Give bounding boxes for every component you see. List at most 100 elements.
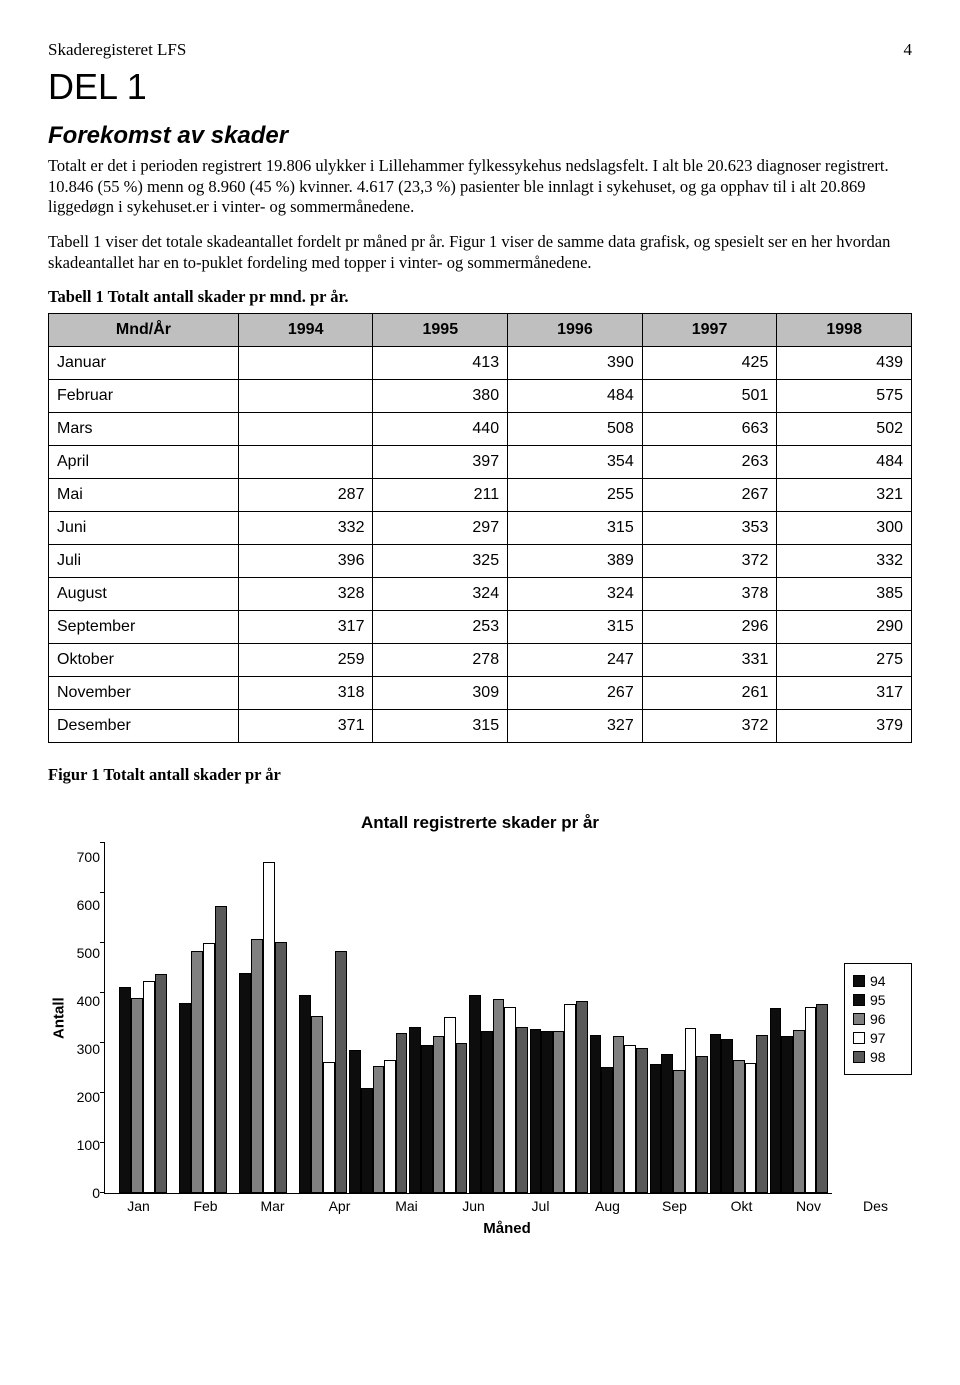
data-cell: 296 <box>642 611 777 644</box>
data-cell: 309 <box>373 677 508 710</box>
y-tick-label: 700 <box>68 850 100 864</box>
data-cell: 380 <box>373 380 508 413</box>
data-cell: 484 <box>508 380 643 413</box>
data-cell: 501 <box>642 380 777 413</box>
legend-swatch <box>853 1013 865 1025</box>
plot-area <box>104 843 832 1194</box>
row-label-cell: November <box>49 677 239 710</box>
data-cell: 324 <box>373 578 508 611</box>
bar-group <box>409 843 467 1193</box>
data-cell: 372 <box>642 545 777 578</box>
legend-label: 94 <box>870 973 886 989</box>
bar <box>685 1028 697 1194</box>
table-row: Mars440508663502 <box>49 413 912 446</box>
data-cell: 439 <box>777 347 912 380</box>
y-axis-ticks: 0100200300400500600700 <box>68 843 104 1193</box>
bar <box>215 906 227 1194</box>
table-row: April397354263484 <box>49 446 912 479</box>
bar <box>590 1035 602 1194</box>
data-cell: 575 <box>777 380 912 413</box>
data-cell: 440 <box>373 413 508 446</box>
data-cell: 663 <box>642 413 777 446</box>
data-cell: 372 <box>642 710 777 743</box>
row-label-cell: September <box>49 611 239 644</box>
x-tick-label: Jul <box>508 1198 573 1214</box>
row-label-cell: April <box>49 446 239 479</box>
del1-heading: DEL 1 <box>48 66 912 108</box>
bar-group <box>650 843 708 1193</box>
table-header-row: Mnd/År19941995199619971998 <box>49 314 912 347</box>
table-caption: Tabell 1 Totalt antall skader pr mnd. pr… <box>48 287 912 307</box>
legend-label: 98 <box>870 1049 886 1065</box>
page-number: 4 <box>904 40 913 60</box>
bar <box>299 995 311 1194</box>
data-cell: 263 <box>642 446 777 479</box>
bar <box>530 1029 542 1193</box>
x-tick-label: Jun <box>441 1198 506 1214</box>
bar-group <box>710 843 768 1193</box>
legend-item: 94 <box>853 973 903 989</box>
data-cell: 332 <box>777 545 912 578</box>
bar <box>433 1036 445 1194</box>
row-label-cell: Januar <box>49 347 239 380</box>
data-cell: 275 <box>777 644 912 677</box>
y-tick-label: 500 <box>68 946 100 960</box>
x-tick-label: Jan <box>106 1198 171 1214</box>
legend-item: 97 <box>853 1030 903 1046</box>
bar <box>481 1031 493 1193</box>
table-row: Oktober259278247331275 <box>49 644 912 677</box>
page-header: Skaderegisteret LFS 4 <box>48 40 912 60</box>
y-tick-label: 600 <box>68 898 100 912</box>
bar <box>251 939 263 1193</box>
data-cell: 287 <box>238 479 373 512</box>
data-cell <box>238 380 373 413</box>
bar <box>349 1050 361 1194</box>
bar <box>650 1064 662 1194</box>
data-cell: 413 <box>373 347 508 380</box>
legend-item: 98 <box>853 1049 903 1065</box>
table-header-cell: 1997 <box>642 314 777 347</box>
data-cell: 379 <box>777 710 912 743</box>
y-tick-label: 300 <box>68 1042 100 1056</box>
chart-area: Antall 0100200300400500600700 9495969798 <box>48 843 912 1194</box>
bar <box>493 999 505 1194</box>
y-tick-label: 400 <box>68 994 100 1008</box>
bar <box>516 1027 528 1193</box>
bar <box>131 998 143 1193</box>
data-cell: 484 <box>777 446 912 479</box>
bar <box>203 943 215 1194</box>
x-tick-label: Feb <box>173 1198 238 1214</box>
bar-group <box>109 843 167 1193</box>
bar <box>409 1027 421 1193</box>
data-cell: 389 <box>508 545 643 578</box>
bar <box>636 1048 648 1193</box>
data-cell: 328 <box>238 578 373 611</box>
data-cell: 425 <box>642 347 777 380</box>
data-cell: 318 <box>238 677 373 710</box>
data-cell: 317 <box>238 611 373 644</box>
y-tick-label: 100 <box>68 1138 100 1152</box>
table-header-cell: 1998 <box>777 314 912 347</box>
row-label-cell: Juli <box>49 545 239 578</box>
data-cell: 390 <box>508 347 643 380</box>
data-cell: 315 <box>508 512 643 545</box>
data-cell: 502 <box>777 413 912 446</box>
bar-group <box>770 843 828 1193</box>
bar <box>119 987 131 1194</box>
data-cell: 290 <box>777 611 912 644</box>
bar <box>733 1060 745 1194</box>
bar <box>155 974 167 1194</box>
data-cell: 332 <box>238 512 373 545</box>
data-cell: 354 <box>508 446 643 479</box>
row-label-cell: Juni <box>49 512 239 545</box>
data-cell: 255 <box>508 479 643 512</box>
row-label-cell: Februar <box>49 380 239 413</box>
bar <box>624 1045 636 1193</box>
bar <box>564 1004 576 1193</box>
data-cell: 378 <box>642 578 777 611</box>
table-row: Februar 380484501575 <box>49 380 912 413</box>
bar-group <box>289 843 347 1193</box>
bar <box>456 1043 468 1193</box>
bar-group <box>349 843 407 1193</box>
x-tick-label: Mar <box>240 1198 305 1214</box>
